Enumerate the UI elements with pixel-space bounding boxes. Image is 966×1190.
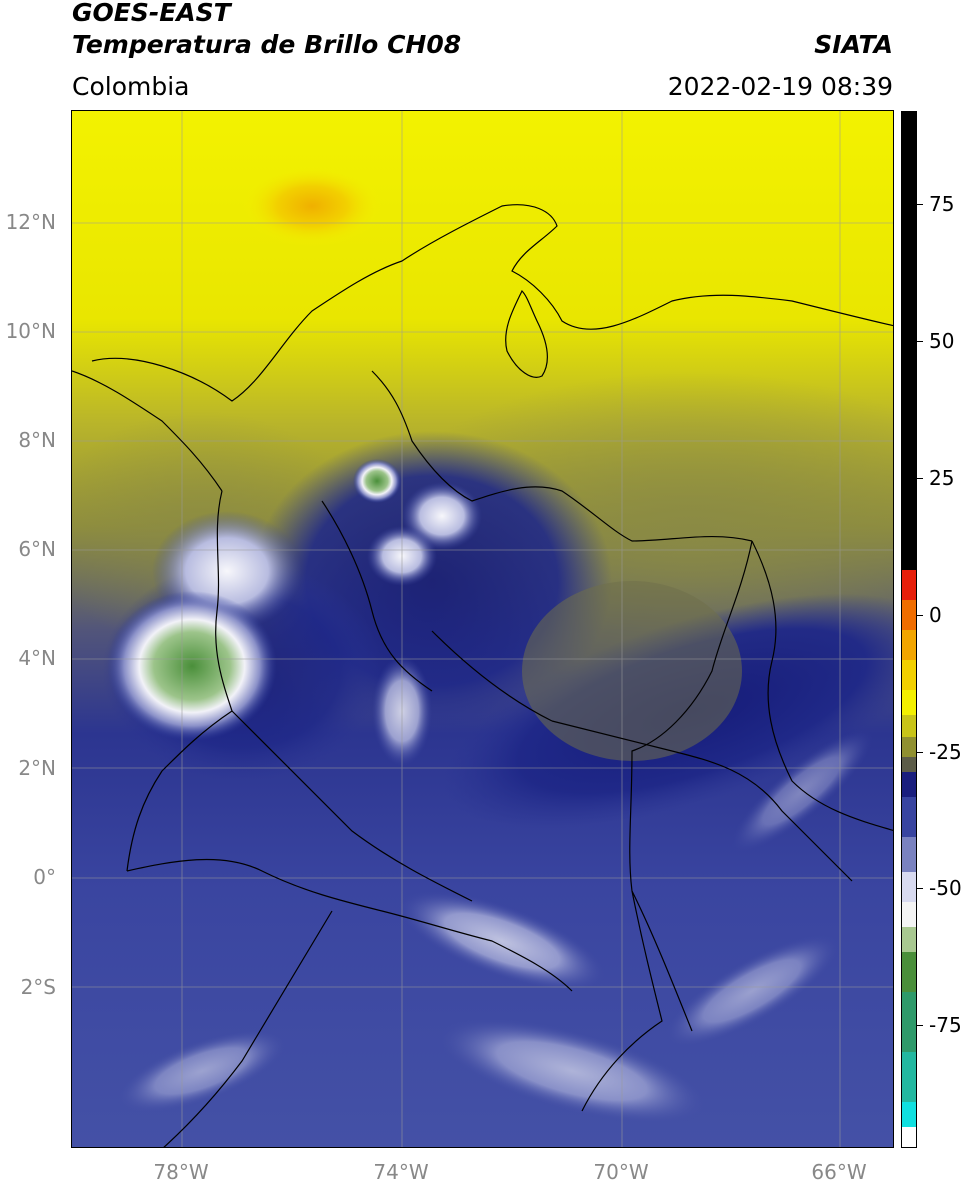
colorbar-tick-label: -75 — [929, 1013, 962, 1037]
colorbar-tick-label: -25 — [929, 740, 962, 764]
organization-label: SIATA — [814, 30, 893, 59]
lon-label: 74°W — [373, 1160, 429, 1184]
lat-label: 6°N — [18, 537, 56, 561]
lat-label: 12°N — [5, 210, 56, 234]
colorbar-tick-label: 0 — [929, 603, 942, 627]
satellite-map — [71, 110, 894, 1148]
colorbar — [901, 111, 917, 1148]
colorbar-tick-label: 75 — [929, 192, 955, 216]
map-canvas — [72, 111, 893, 1147]
convective-core — [107, 591, 277, 741]
political-borders — [72, 204, 893, 1147]
product-subtitle: Temperatura de Brillo CH08 — [72, 30, 462, 59]
graticule — [72, 111, 893, 1147]
lat-label: 2°S — [20, 975, 56, 999]
warm-spot — [242, 166, 382, 246]
timestamp-label: 2022-02-19 08:39 — [667, 72, 893, 101]
lat-label: 2°N — [18, 756, 56, 780]
lon-label: 78°W — [153, 1160, 209, 1184]
colorbar-tick-label: -50 — [929, 876, 962, 900]
lon-label: 70°W — [593, 1160, 649, 1184]
colorbar-tick-label: 50 — [929, 329, 955, 353]
colorbar-ramp — [902, 112, 916, 1147]
colorbar-tick-label: 25 — [929, 466, 955, 490]
lon-label: 66°W — [811, 1160, 867, 1184]
region-label: Colombia — [72, 72, 190, 101]
product-title: GOES-EAST — [72, 0, 231, 27]
lat-label: 0° — [33, 865, 56, 889]
lat-label: 10°N — [5, 319, 56, 343]
lat-label: 4°N — [18, 646, 56, 670]
lat-label: 8°N — [18, 428, 56, 452]
